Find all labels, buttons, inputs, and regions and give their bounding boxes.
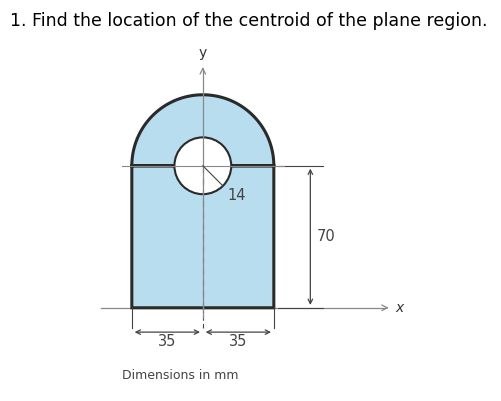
Polygon shape	[132, 95, 274, 308]
Text: 35: 35	[158, 334, 176, 349]
Text: 14: 14	[227, 188, 245, 203]
Text: Dimensions in mm: Dimensions in mm	[122, 369, 238, 382]
Circle shape	[174, 138, 231, 194]
Text: 35: 35	[229, 334, 247, 349]
Text: y: y	[199, 46, 207, 60]
Text: 1. Find the location of the centroid of the plane region.: 1. Find the location of the centroid of …	[10, 12, 487, 30]
Text: x: x	[396, 301, 404, 315]
Text: 70: 70	[317, 229, 335, 244]
